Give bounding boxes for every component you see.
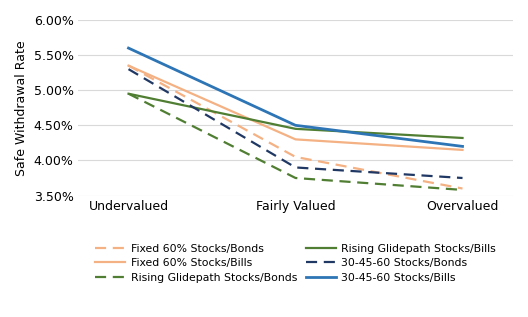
30-45-60 Stocks/Bills	[125, 46, 131, 50]
Line: Fixed 60% Stocks/Bills: Fixed 60% Stocks/Bills	[128, 66, 463, 150]
Fixed 60% Stocks/Bills	[459, 148, 466, 152]
Rising Glidepath Stocks/Bonds	[125, 92, 131, 96]
30-45-60 Stocks/Bills	[459, 145, 466, 148]
30-45-60 Stocks/Bonds	[293, 165, 299, 169]
Legend: Fixed 60% Stocks/Bonds, Fixed 60% Stocks/Bills, Rising Glidepath Stocks/Bonds, R: Fixed 60% Stocks/Bonds, Fixed 60% Stocks…	[90, 240, 501, 287]
30-45-60 Stocks/Bonds	[125, 67, 131, 71]
Rising Glidepath Stocks/Bills	[459, 136, 466, 140]
Rising Glidepath Stocks/Bills	[293, 127, 299, 131]
Rising Glidepath Stocks/Bonds	[293, 176, 299, 180]
Fixed 60% Stocks/Bills	[125, 64, 131, 68]
Line: 30-45-60 Stocks/Bills: 30-45-60 Stocks/Bills	[128, 48, 463, 146]
Fixed 60% Stocks/Bonds	[293, 155, 299, 159]
Rising Glidepath Stocks/Bonds	[459, 188, 466, 192]
30-45-60 Stocks/Bonds	[459, 176, 466, 180]
Rising Glidepath Stocks/Bills	[125, 92, 131, 96]
Fixed 60% Stocks/Bonds	[459, 187, 466, 191]
Fixed 60% Stocks/Bonds	[125, 64, 131, 68]
Fixed 60% Stocks/Bills	[293, 138, 299, 141]
30-45-60 Stocks/Bills	[293, 123, 299, 127]
Line: Rising Glidepath Stocks/Bills: Rising Glidepath Stocks/Bills	[128, 94, 463, 138]
Line: 30-45-60 Stocks/Bonds: 30-45-60 Stocks/Bonds	[128, 69, 463, 178]
Y-axis label: Safe Withdrawal Rate: Safe Withdrawal Rate	[15, 40, 28, 176]
Line: Rising Glidepath Stocks/Bonds: Rising Glidepath Stocks/Bonds	[128, 94, 463, 190]
Line: Fixed 60% Stocks/Bonds: Fixed 60% Stocks/Bonds	[128, 66, 463, 189]
